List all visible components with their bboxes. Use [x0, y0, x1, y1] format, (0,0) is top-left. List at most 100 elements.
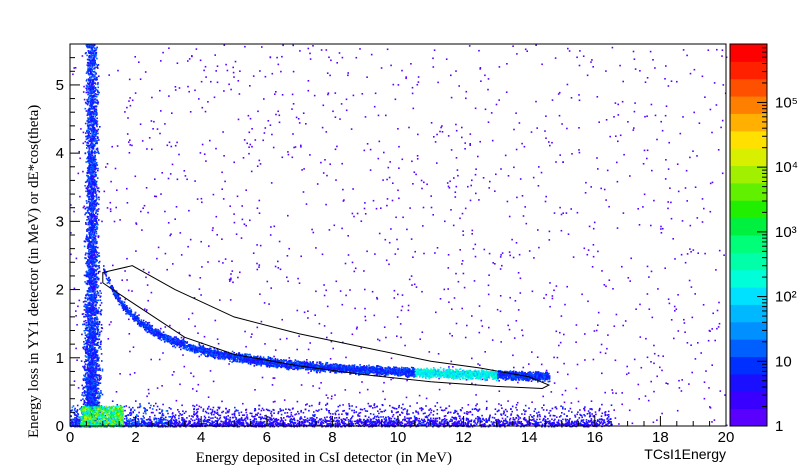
density-point	[90, 261, 93, 263]
density-point	[95, 164, 98, 166]
density-point	[154, 328, 157, 330]
density-point	[199, 152, 202, 154]
density-point	[86, 393, 89, 396]
density-point	[649, 50, 652, 53]
density-point	[175, 399, 178, 402]
density-point	[89, 367, 92, 369]
density-point	[99, 310, 102, 313]
density-point	[94, 118, 96, 121]
density-point	[703, 381, 706, 383]
density-point	[94, 133, 96, 136]
density-point	[412, 183, 414, 185]
density-point	[325, 289, 327, 292]
density-point	[678, 379, 680, 382]
density-point	[650, 103, 653, 106]
density-point	[83, 245, 86, 248]
density-point	[91, 317, 94, 319]
density-point	[97, 255, 100, 257]
density-point	[82, 395, 85, 397]
density-point	[720, 126, 722, 129]
density-point	[83, 309, 86, 311]
density-point	[632, 129, 635, 131]
density-point	[129, 350, 131, 353]
density-point	[95, 89, 98, 91]
density-point	[92, 288, 94, 290]
density-point	[278, 121, 281, 124]
density-point	[559, 206, 561, 209]
density-point	[110, 321, 112, 323]
density-point	[572, 256, 575, 258]
density-point	[101, 370, 104, 372]
density-point	[487, 88, 489, 91]
density-point	[388, 263, 390, 266]
density-point	[340, 103, 343, 105]
density-point	[85, 342, 87, 345]
density-point	[260, 320, 263, 323]
density-point	[87, 252, 89, 255]
density-point	[87, 117, 89, 119]
density-point	[87, 387, 89, 390]
density-point	[90, 184, 92, 187]
density-point	[297, 277, 299, 280]
density-point	[95, 404, 98, 407]
density-point	[630, 257, 632, 260]
density-point	[91, 369, 93, 371]
density-point	[98, 307, 100, 309]
density-point	[92, 221, 94, 224]
density-point	[364, 315, 366, 318]
density-point	[281, 156, 284, 159]
density-point	[87, 368, 90, 371]
density-point	[99, 411, 102, 414]
density-point	[252, 75, 255, 77]
density-point	[94, 131, 96, 134]
density-point	[97, 246, 99, 249]
density-point	[277, 110, 279, 113]
density-point	[297, 118, 300, 120]
density-point	[88, 389, 91, 392]
density-point	[644, 81, 647, 83]
density-point	[646, 157, 648, 160]
density-point	[412, 256, 414, 258]
density-point	[553, 212, 556, 214]
density-point	[417, 81, 420, 83]
density-point	[590, 186, 592, 188]
density-point	[95, 48, 98, 50]
density-point	[622, 324, 624, 327]
density-point	[721, 172, 724, 175]
density-point	[101, 327, 104, 330]
density-point	[92, 192, 95, 194]
density-point	[93, 96, 95, 98]
density-point	[88, 253, 90, 256]
density-point	[93, 62, 96, 65]
density-point	[725, 56, 728, 59]
density-point	[383, 151, 385, 154]
density-point	[342, 404, 344, 406]
density-point	[98, 368, 101, 370]
density-point	[89, 308, 92, 310]
density-point	[657, 288, 659, 290]
density-point	[77, 172, 80, 175]
density-point	[233, 76, 235, 78]
density-point	[87, 91, 90, 94]
density-point	[108, 323, 111, 326]
density-point	[419, 407, 421, 410]
density-point	[640, 366, 643, 369]
density-point	[277, 267, 280, 269]
density-point	[455, 272, 457, 275]
density-point	[86, 335, 88, 338]
density-point	[96, 332, 98, 335]
density-point	[467, 411, 470, 414]
density-point	[95, 230, 98, 233]
density-point	[83, 399, 86, 402]
density-point	[198, 405, 201, 408]
density-point	[691, 371, 693, 374]
density-point	[272, 401, 275, 403]
density-point	[426, 416, 429, 419]
density-point	[88, 361, 91, 363]
density-point	[194, 325, 196, 328]
density-point	[492, 262, 494, 264]
density-point	[92, 46, 95, 48]
density-point	[86, 382, 89, 384]
density-point	[88, 95, 91, 97]
density-point	[341, 303, 344, 306]
